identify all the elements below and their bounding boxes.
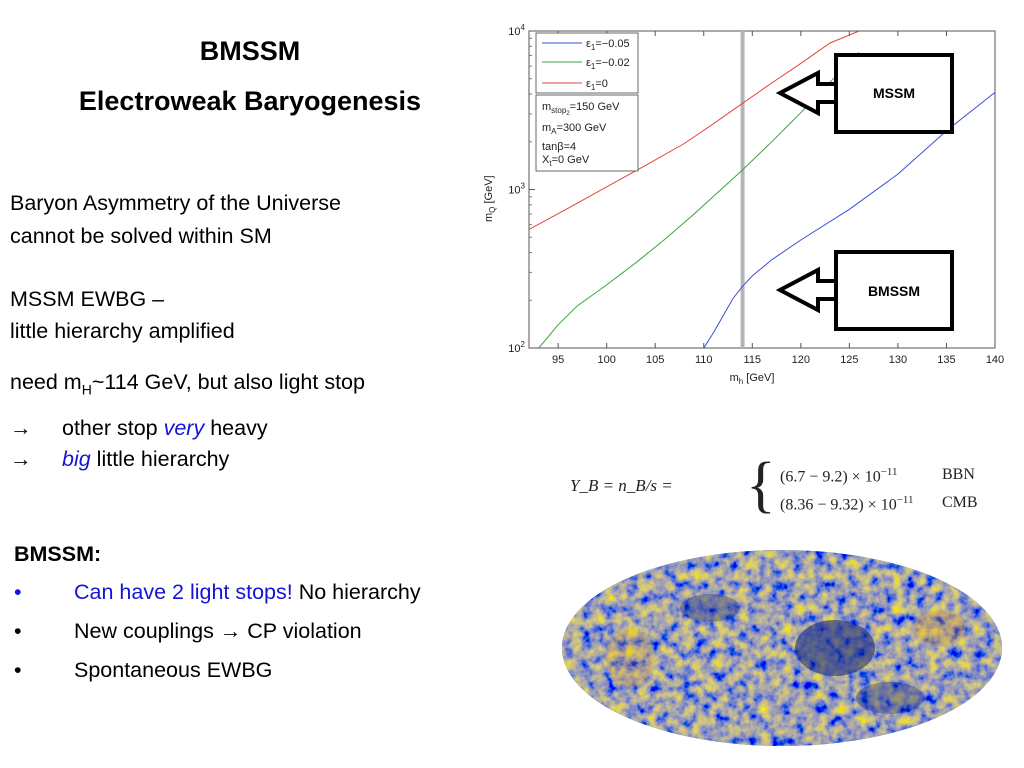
line-a-pre: other stop	[62, 416, 164, 440]
x-tick-label: 100	[597, 354, 615, 366]
list-item: • Can have 2 light stops! No hierarchy	[14, 573, 421, 612]
arrow-right-icon: →	[10, 447, 32, 471]
bmssm-label: BMSSM	[868, 283, 920, 299]
list-item: • New couplings → CP violation	[14, 612, 421, 651]
brace-icon: {	[746, 451, 776, 519]
para2-line1: MSSM EWBG –	[10, 287, 165, 311]
x-tick-label: 130	[889, 354, 907, 366]
bullet-blue-text: Can have 2 light stops!	[74, 580, 293, 604]
bullet-text: No hierarchy	[292, 580, 421, 604]
baryon-asymmetry-formula: Y_B = n_B/s = { (6.7 − 9.2) × 10−11 BBN …	[560, 451, 1000, 522]
bullet-text: New couplings → CP violation	[74, 619, 362, 643]
y-axis-label: mQ [GeV]	[483, 175, 497, 222]
bullet-text: Spontaneous EWBG	[74, 658, 273, 682]
x-tick-label: 120	[792, 354, 810, 366]
formula-value-bbn: (6.7 − 9.2) × 10−11	[780, 466, 898, 486]
slide-title-line1: BMSSM	[199, 36, 301, 66]
series-line	[529, 31, 860, 230]
bullet-icon: •	[14, 658, 22, 682]
y-tick-label: 102	[508, 340, 525, 355]
bmssm-list: BMSSM: • Can have 2 light stops! No hiera…	[14, 542, 421, 690]
series-line	[703, 92, 995, 348]
series-line	[538, 51, 860, 348]
para1-line2: cannot be solved within SM	[10, 224, 272, 248]
bullet-icon: •	[14, 619, 22, 643]
legend-entry: ε1=−0.02	[542, 57, 630, 71]
mssm-label: MSSM	[873, 85, 915, 101]
param-ma: mA=300 GeV	[542, 122, 607, 136]
x-tick-label: 140	[986, 354, 1004, 366]
bmssm-heading: BMSSM:	[14, 542, 102, 566]
need-light-stop-line: need mH~114 GeV, but also light stop	[10, 367, 365, 405]
line-a-em: very	[163, 416, 205, 440]
line-a-post: heavy	[204, 416, 268, 440]
legend-label: ε1=−0.02	[586, 57, 630, 71]
y-tick-label: 103	[508, 182, 525, 197]
formula-label-cmb: CMB	[942, 494, 978, 511]
mq-vs-mh-chart: 95 100 105 110 115 120 125 130 135 140 102103104 …	[483, 23, 1004, 386]
legend-entry: ε1=0	[542, 78, 608, 92]
y-axis-ticks: 102 103 104	[508, 23, 535, 355]
x-tick-label: 95	[552, 354, 564, 366]
need-suffix: ~114 GeV, but also light stop	[91, 370, 365, 394]
para2-line2: little hierarchy amplified	[10, 319, 235, 343]
x-tick-label: 110	[695, 354, 713, 366]
x-axis-label: mh [GeV]	[730, 372, 775, 386]
need-subscript: H	[81, 381, 92, 398]
line-b-post: little hierarchy	[90, 447, 230, 471]
legend-label: ε1=−0.05	[586, 38, 630, 52]
para1-line1: Baryon Asymmetry of the Universe	[10, 191, 341, 215]
line-b-em: big	[62, 447, 91, 471]
curves	[529, 31, 995, 348]
consequence-line-a: → other stop very heavy	[10, 413, 268, 444]
param-xt: Xt=0 GeV	[542, 154, 590, 168]
consequence-line-b: → big little hierarchy	[10, 444, 229, 475]
bmssm-arrow-icon	[775, 266, 838, 314]
list-item: • Spontaneous EWBG	[14, 651, 421, 690]
x-tick-label: 105	[646, 354, 664, 366]
legend-label: ε1=0	[586, 78, 608, 92]
param-stop-mass: mstop2=150 GeV	[542, 101, 620, 117]
x-tick-label: 135	[937, 354, 955, 366]
arrow-right-icon: →	[10, 416, 32, 440]
slide-title-line2: Electroweak Baryogenesis	[78, 86, 422, 116]
formula-value-cmb: (8.36 − 9.32) × 10−11	[780, 494, 914, 514]
legend-entry: ε1=−0.05	[542, 38, 630, 52]
need-prefix: need m	[10, 370, 82, 394]
x-axis-ticks: 95 100 105 110 115 120 125 130 135 140	[552, 31, 1004, 366]
mssm-arrow-icon	[775, 69, 838, 117]
x-tick-label: 115	[744, 354, 762, 366]
x-tick-label: 125	[840, 354, 858, 366]
formula-lhs: Y_B = n_B/s =	[570, 476, 673, 495]
cmb-sky-map	[562, 550, 1002, 746]
y-tick-label: 104	[508, 23, 525, 38]
param-tanbeta: tanβ=4	[542, 141, 576, 153]
bullet-icon: •	[14, 580, 22, 604]
formula-label-bbn: BBN	[942, 466, 975, 483]
parameter-box	[535, 94, 639, 172]
